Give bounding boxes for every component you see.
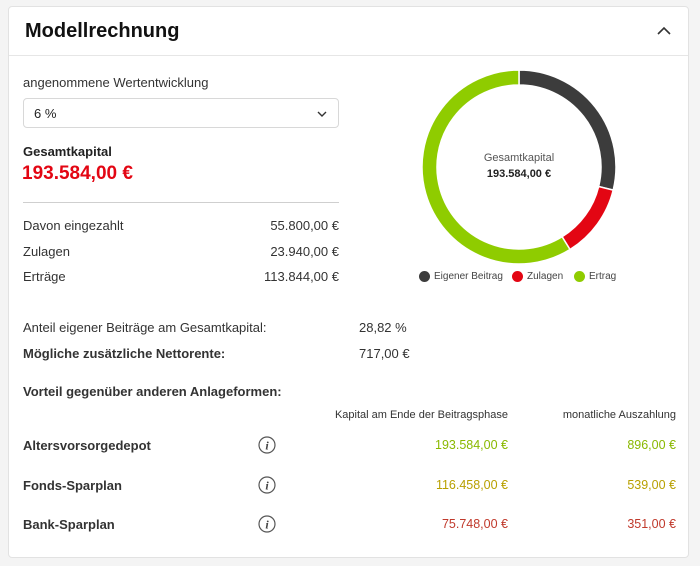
row-monthly-value: 539,00 € bbox=[627, 478, 676, 492]
growth-select-value: 6 % bbox=[34, 106, 57, 121]
modellrechnung-card: Modellrechnung angenommene Wertentwicklu… bbox=[8, 6, 689, 558]
legend-label: Zulagen bbox=[527, 271, 564, 283]
row-monthly-value: 351,00 € bbox=[627, 517, 676, 531]
row-name: Fonds-Sparplan bbox=[23, 478, 122, 493]
allowances-label: Zulagen bbox=[23, 244, 70, 259]
pension-value: 717,00 € bbox=[359, 346, 410, 361]
total-label: Gesamtkapital bbox=[23, 144, 112, 159]
row-capital-value: 116.458,00 € bbox=[435, 478, 508, 492]
row-capital-value: 193.584,00 € bbox=[435, 438, 508, 452]
legend-eigener-beitrag: Eigener Beitrag bbox=[419, 271, 503, 282]
comparison-title: Vorteil gegenüber anderen Anlageformen: bbox=[23, 384, 282, 399]
chevron-down-icon bbox=[317, 111, 327, 117]
paid-in-label: Davon eingezahlt bbox=[23, 218, 124, 233]
chevron-up-icon[interactable] bbox=[654, 21, 674, 41]
row-monthly-value: 896,00 € bbox=[627, 438, 676, 452]
legend-dot bbox=[512, 271, 523, 282]
svg-text:i: i bbox=[265, 439, 269, 453]
svg-text:i: i bbox=[265, 518, 269, 532]
returns-label: Erträge bbox=[23, 269, 66, 284]
share-value: 28,82 % bbox=[359, 320, 407, 335]
donut-segment-zulagen bbox=[561, 185, 615, 251]
row-name: Bank-Sparplan bbox=[23, 517, 115, 532]
info-icon[interactable]: i bbox=[258, 476, 276, 494]
allowances-value: 23.940,00 € bbox=[270, 244, 339, 259]
donut-center-label: Gesamtkapital bbox=[484, 152, 554, 164]
legend-label: Ertrag bbox=[589, 271, 617, 283]
card-title: Modellrechnung bbox=[25, 20, 180, 42]
growth-label: angenommene Wertentwicklung bbox=[23, 75, 209, 90]
donut-segment-ertrag bbox=[421, 69, 572, 265]
share-label: Anteil eigener Beiträge am Gesamtkapital… bbox=[23, 320, 267, 335]
returns-value: 113.844,00 € bbox=[264, 269, 339, 284]
total-value: 193.584,00 € bbox=[22, 163, 133, 184]
col-monthly-header: monatliche Auszahlung bbox=[562, 409, 676, 421]
legend-dot bbox=[419, 271, 430, 282]
growth-select[interactable]: 6 % bbox=[23, 98, 339, 128]
divider bbox=[23, 202, 339, 203]
legend-label: Eigener Beitrag bbox=[434, 271, 503, 283]
info-icon[interactable]: i bbox=[258, 436, 276, 454]
pension-label: Mögliche zusätzliche Nettorente: bbox=[23, 346, 226, 361]
legend-zulagen: Zulagen bbox=[512, 271, 563, 282]
donut-chart: Gesamtkapital 193.584,00 € bbox=[421, 69, 617, 265]
legend-dot bbox=[574, 271, 585, 282]
col-capital-header: Kapital am Ende der Beitragsphase bbox=[334, 409, 508, 421]
paid-in-value: 55.800,00 € bbox=[270, 218, 339, 233]
donut-center-value: 193.584,00 € bbox=[487, 168, 551, 180]
svg-text:i: i bbox=[265, 479, 269, 493]
row-capital-value: 75.748,00 € bbox=[441, 517, 508, 531]
info-icon[interactable]: i bbox=[258, 515, 276, 533]
legend-ertrag: Ertrag bbox=[574, 271, 616, 282]
row-name: Altersvorsorgedepot bbox=[23, 438, 151, 453]
card-header: Modellrechnung bbox=[9, 7, 688, 56]
